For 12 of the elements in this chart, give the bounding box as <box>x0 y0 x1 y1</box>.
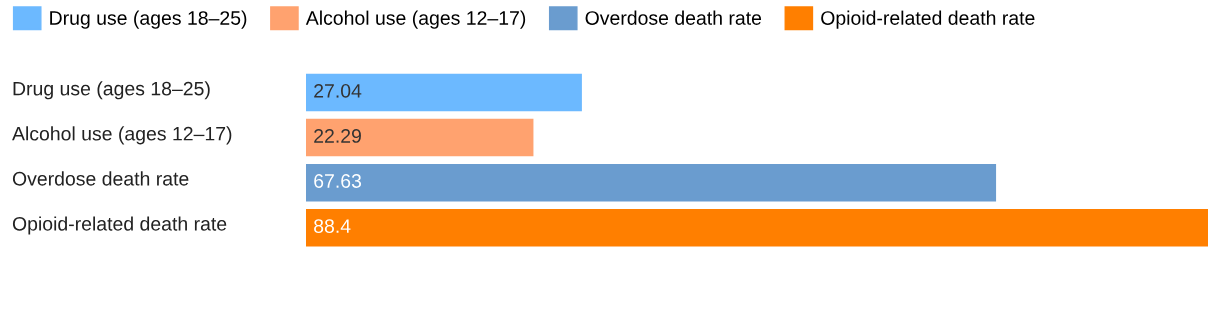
data-label: 22.29 <box>314 129 361 143</box>
legend-label: Opioid-related death rate <box>821 10 1035 29</box>
data-label: 67.63 <box>314 174 362 188</box>
y-tick-label: Opioid-related death rate <box>12 216 227 235</box>
legend-label: Overdose death rate <box>585 10 762 25</box>
data-label: 27.04 <box>314 83 362 98</box>
y-tick-label: Drug use (ages 18–25) <box>13 81 210 100</box>
y-tick-label: Overdose death rate <box>12 171 189 186</box>
y-tick-label: Alcohol use (ages 12–17) <box>12 126 232 145</box>
legend-label: Drug use (ages 18–25) <box>50 10 247 29</box>
legend-label: Alcohol use (ages 12–17) <box>305 10 526 29</box>
data-label: 88.4 <box>314 219 351 233</box>
